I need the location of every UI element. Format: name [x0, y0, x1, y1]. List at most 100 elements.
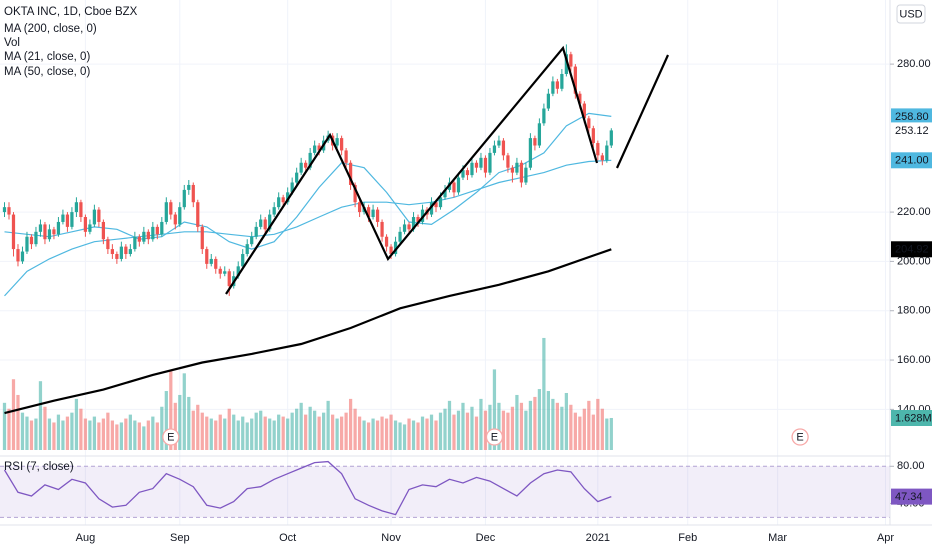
- candle-body: [16, 249, 20, 262]
- candle-body: [151, 226, 155, 240]
- volume-bar: [209, 418, 213, 450]
- volume-bar: [241, 416, 245, 450]
- candle-body: [187, 184, 191, 190]
- volume-bar: [74, 398, 79, 450]
- volume-bar: [97, 422, 101, 450]
- candle-body: [474, 162, 479, 168]
- candle-body: [380, 221, 384, 237]
- volume-bar: [110, 420, 114, 450]
- volume-bar: [461, 402, 465, 450]
- volume-bar: [286, 418, 290, 450]
- candle-body: [205, 249, 209, 264]
- x-tick-label: Feb: [678, 532, 697, 544]
- candle-body: [259, 219, 263, 227]
- candle-body: [245, 244, 249, 255]
- candle-body: [564, 54, 568, 74]
- candle-body: [375, 209, 380, 222]
- volume-bar: [573, 412, 577, 450]
- candle-body: [524, 167, 528, 183]
- zigzag-drawing: [225, 45, 599, 295]
- volume-bar: [160, 406, 164, 450]
- volume-bar: [528, 400, 533, 450]
- candle-body: [393, 241, 398, 255]
- volume-bar: [272, 420, 276, 450]
- candle-body: [272, 207, 276, 215]
- candle-body: [164, 202, 168, 222]
- candle-body: [209, 258, 213, 264]
- y-tick-label: 280.00: [897, 58, 931, 70]
- moving-average: [4, 112, 612, 250]
- candle-body: [497, 140, 501, 146]
- price-tag: [891, 241, 932, 258]
- candle-body: [277, 197, 281, 208]
- candle-body: [142, 231, 146, 242]
- volume-bar: [591, 414, 595, 450]
- volume-bar: [299, 402, 303, 450]
- candle-body: [609, 130, 613, 146]
- earnings-marker: [791, 428, 809, 446]
- volume-bar: [587, 400, 591, 450]
- candle-body: [389, 246, 393, 255]
- earnings-label: E: [491, 431, 498, 443]
- price-tag-label: 253.12: [895, 125, 929, 137]
- candle-body: [196, 202, 200, 227]
- volume-bar: [182, 373, 186, 450]
- candle-body: [479, 157, 483, 168]
- volume-bar: [465, 412, 470, 450]
- volume-bar: [250, 418, 254, 450]
- price-tag: [891, 488, 932, 505]
- volume-bar: [187, 396, 191, 450]
- volume-bar: [34, 418, 38, 450]
- candle-body: [555, 81, 559, 89]
- volume-bar: [205, 416, 209, 450]
- volume-bar: [560, 406, 564, 450]
- volume-bar: [420, 416, 425, 450]
- volume-bar: [313, 410, 317, 450]
- currency-button[interactable]: [896, 4, 926, 24]
- volume-bar: [29, 420, 34, 450]
- candle-body: [74, 202, 79, 213]
- volume-bar: [510, 406, 515, 450]
- volume-bar: [7, 408, 11, 450]
- candle-body: [263, 219, 267, 230]
- candle-body: [348, 162, 353, 185]
- price-tag: [891, 108, 932, 125]
- volume-bar: [492, 369, 497, 450]
- candle-body: [61, 214, 65, 222]
- volume-bar: [537, 389, 542, 450]
- volume-bar: [245, 422, 249, 450]
- volume-bar: [106, 412, 110, 450]
- volume-bar: [447, 400, 452, 450]
- volume-bar: [304, 414, 308, 450]
- volume-bar: [497, 402, 501, 450]
- volume-bar: [11, 379, 16, 450]
- candle-body: [115, 254, 119, 259]
- candle-body: [38, 224, 43, 232]
- volume-bar: [389, 414, 393, 450]
- volume-bar: [317, 416, 321, 450]
- price-tag-label: 1.628M: [895, 412, 932, 424]
- candle-body: [47, 229, 52, 240]
- candle-body: [65, 214, 70, 227]
- candle-body: [353, 184, 357, 203]
- volume-bar: [281, 416, 285, 450]
- volume-bar: [429, 414, 434, 450]
- volume-bar: [137, 422, 141, 450]
- candle-body: [250, 236, 254, 245]
- x-tick-label: Sep: [170, 532, 190, 544]
- volume-bar: [259, 410, 263, 450]
- volume-bar: [578, 416, 582, 450]
- volume-bar: [398, 422, 402, 450]
- indicator-label: MA (21, close, 0): [4, 51, 90, 63]
- candle-body: [600, 155, 604, 161]
- volume-bar: [384, 418, 389, 450]
- candle-body: [223, 271, 227, 274]
- candle-body: [11, 214, 16, 250]
- volume-bar: [83, 418, 88, 450]
- x-tick-label: Nov: [381, 532, 401, 544]
- candle-body: [407, 224, 411, 230]
- volume-bar: [326, 400, 330, 450]
- currency-label[interactable]: USD: [899, 8, 922, 20]
- candle-body: [443, 189, 447, 198]
